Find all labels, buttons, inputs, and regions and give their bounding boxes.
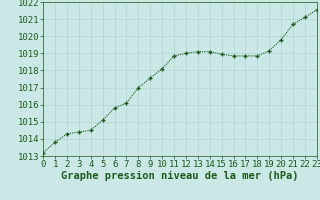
X-axis label: Graphe pression niveau de la mer (hPa): Graphe pression niveau de la mer (hPa)	[61, 171, 299, 181]
